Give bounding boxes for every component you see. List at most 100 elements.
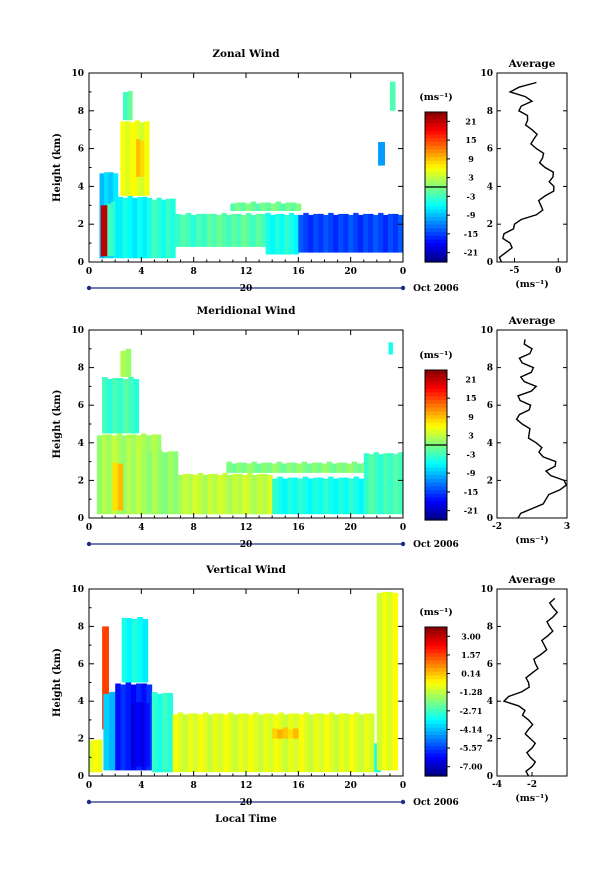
y-tick-label: 10 (71, 69, 84, 79)
heatmap-cell (293, 728, 299, 739)
heatmap-cell (228, 712, 234, 773)
heatmap-cell (277, 729, 283, 739)
x-tick-label: 20 (344, 523, 357, 533)
colorbar-cell (425, 112, 447, 117)
heatmap-cell (373, 452, 379, 515)
colorbar-cell (425, 656, 447, 662)
x-tick-label: 20 (344, 781, 357, 791)
heatmap-cell (136, 139, 141, 177)
heatmap-cell (106, 434, 112, 515)
heatmap-cell (167, 451, 174, 515)
colorbar-cell (425, 709, 447, 714)
heatmap-cell (255, 213, 262, 247)
heatmap-cell (368, 454, 374, 515)
heatmap-cell (146, 197, 153, 259)
heatmap-cell (213, 713, 219, 773)
heatmap-cell (109, 691, 116, 771)
colorbar-cell (425, 686, 447, 691)
colorbar-cell (425, 463, 447, 469)
heatmap-cell (182, 473, 189, 515)
heatmap-cell (151, 452, 158, 515)
colorbar-cell (425, 742, 447, 747)
heatmap-cell (117, 463, 124, 511)
heatmap-cell (197, 472, 204, 515)
heatmap-cell (378, 212, 384, 253)
heatmap-cell (354, 712, 360, 773)
colorbar-cell (425, 250, 447, 256)
heatmap-cell (236, 462, 242, 473)
heatmap-cell (128, 377, 134, 434)
colorbar-cell (425, 630, 447, 635)
colorbar-tick-label: 15 (465, 393, 476, 403)
colorbar-cell (425, 179, 447, 184)
colorbar-cell (425, 675, 447, 680)
y-tick-label: 4 (78, 697, 84, 707)
heatmap-cell (353, 212, 359, 253)
colorbar-cell (425, 172, 447, 177)
y-axis-label: Height (km) (52, 390, 63, 459)
heatmap-cell (112, 378, 119, 434)
avg-y-tick-label: 0 (487, 258, 493, 268)
heatmap-cell (265, 202, 271, 211)
heatmap-cell (388, 342, 393, 355)
heatmap-cell (287, 477, 293, 515)
heatmap-cell (346, 463, 353, 473)
heatmap-cell (323, 478, 329, 515)
heatmap-cell (246, 212, 252, 247)
colorbar-cell (425, 422, 447, 427)
colorbar-tick-label: -2.71 (460, 706, 483, 716)
x-tick-label: 4 (138, 523, 144, 533)
colorbar-cell (425, 381, 447, 386)
colorbar-cell (425, 370, 447, 375)
colorbar-cell (425, 258, 447, 263)
heatmap-cell (206, 213, 213, 247)
colorbar-tick-label: -15 (464, 229, 478, 239)
x-tick-label: 12 (240, 781, 253, 791)
heatmap-cell (388, 453, 394, 515)
avg-x-tick-label: 3 (564, 522, 570, 532)
heatmap-cells (99, 81, 404, 259)
heatmap-cell (383, 453, 389, 515)
heatmap-cell (348, 214, 354, 253)
heatmap-cell (308, 714, 315, 773)
y-axis-label: Height (km) (52, 648, 63, 717)
heatmap-cell (231, 463, 237, 473)
colorbar-tick-label: -15 (464, 487, 478, 497)
heatmap-cell (270, 214, 276, 255)
colorbar-cell (425, 505, 447, 510)
heatmap-cell (271, 463, 277, 473)
avg-x-tick-label: 0 (555, 266, 561, 276)
avg-x-tick-label: -2 (492, 522, 502, 532)
colorbar-cell (425, 664, 447, 669)
heatmap-cell (137, 617, 143, 683)
heatmap-cell (303, 712, 310, 773)
colorbar-cell (425, 716, 447, 721)
x-tick-label: 12 (240, 523, 253, 533)
heatmap-cell (130, 122, 136, 196)
heatmap-cell (156, 197, 162, 259)
heatmap-cell (142, 196, 148, 259)
colorbar-cell (425, 130, 447, 136)
heatmap-cell (125, 121, 131, 196)
avg-y-tick-label: 0 (487, 772, 493, 782)
heatmap-cell (318, 213, 324, 253)
y-tick-label: 10 (71, 585, 84, 595)
avg-y-tick-label: 8 (487, 107, 493, 117)
colorbar-tick-label: -4.14 (460, 724, 483, 734)
colorbar-cell (425, 645, 447, 650)
heatmap-cell (318, 713, 325, 773)
date-bar-end (86, 285, 92, 291)
heatmap-cell (246, 463, 252, 473)
heatmap-cell (112, 462, 119, 511)
heatmap-cell (293, 713, 299, 773)
panel-title: Vertical Wind (205, 564, 286, 576)
colorbar-cell (425, 209, 447, 214)
avg-y-tick-label: 2 (487, 476, 493, 486)
heatmap-cell (132, 197, 138, 259)
colorbar-cell (425, 239, 447, 244)
heatmap-cell (196, 213, 202, 247)
heatmap-cell (328, 712, 335, 773)
colorbar-cell (425, 475, 447, 480)
